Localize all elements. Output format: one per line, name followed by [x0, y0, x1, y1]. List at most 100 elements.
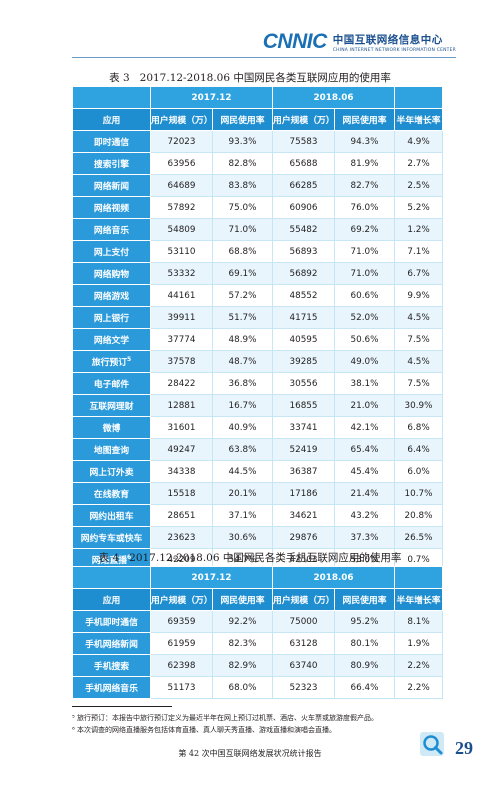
table3-group-header-row: 2017.12 2018.06 [72, 86, 444, 109]
value-cell: 65.4% [334, 438, 396, 461]
page-number: 29 [455, 738, 473, 758]
value-cell: 48.9% [211, 328, 274, 351]
table-row: 手机网络音乐 51173 68.0% 52323 66.4% 2.2% [72, 676, 444, 699]
value-cell: 45.4% [334, 460, 396, 483]
value-cell: 71.0% [334, 240, 396, 263]
value-cell: 49247 [150, 438, 213, 461]
app-name: 网络新闻 [93, 182, 130, 192]
logo-chinese-name: 中国互联网络信息中心 [332, 33, 443, 46]
value-cell: 94.3% [334, 130, 396, 153]
value-cell: 95.2% [334, 610, 396, 633]
value-cell: 7.1% [394, 240, 444, 263]
table3-column-header-row: 应用 用户规模（万） 网民使用率 用户规模（万） 网民使用率 半年增长率 [72, 108, 444, 131]
app-name: 网约专车或快车 [80, 534, 143, 544]
table-row: 互联网理财 12881 16.7% 16855 21.0% 30.9% [72, 394, 444, 417]
value-cell: 50.6% [334, 328, 396, 351]
value-cell: 40595 [272, 328, 336, 351]
table3-title: 2017.12-2018.06 中国网民各类互联网应用的使用率 [139, 72, 391, 84]
value-cell: 16.7% [211, 394, 274, 417]
value-cell: 55482 [272, 218, 336, 241]
table3: 2017.12 2018.06 应用 用户规模（万） 网民使用率 用户规模（万）… [72, 86, 444, 593]
value-cell: 30.9% [394, 394, 444, 417]
footnote-5: ⁵ 旅行预订：本报告中旅行预订定义为最近半年在网上预订过机票、酒店、火车票或旅游… [72, 714, 379, 722]
value-cell: 39285 [272, 350, 336, 373]
table-row: 微博 31601 40.9% 33741 42.1% 6.8% [72, 416, 444, 439]
value-cell: 76.0% [334, 196, 396, 219]
logo-text: 中国互联网络信息中心 CHINA INTERNET NETWORK INFORM… [333, 32, 456, 53]
app-name: 手机网络新闻 [85, 640, 138, 650]
value-cell: 61959 [150, 632, 213, 655]
value-cell: 63128 [272, 632, 336, 655]
value-cell: 34621 [272, 504, 336, 527]
value-cell: 48552 [272, 284, 336, 307]
value-cell: 75000 [272, 610, 336, 633]
column-header: 网民使用率 [334, 588, 396, 611]
table3-corner-cell [72, 86, 151, 109]
app-name: 手机搜索 [93, 662, 130, 672]
value-cell: 93.3% [211, 130, 274, 153]
value-cell: 10.7% [394, 482, 444, 505]
table-row: 网络购物 53332 69.1% 56892 71.0% 6.7% [72, 262, 444, 285]
table4-corner-cell-right [394, 566, 444, 589]
value-cell: 52419 [272, 438, 336, 461]
value-cell: 71.0% [334, 262, 396, 285]
value-cell: 20.1% [211, 482, 274, 505]
value-cell: 57.2% [211, 284, 274, 307]
table3-group-2017: 2017.12 [149, 86, 274, 109]
value-cell: 56893 [272, 240, 336, 263]
table4-body: 手机即时通信 69359 92.2% 75000 95.2% 8.1% 手机网络新闻 6195… [72, 610, 444, 699]
app-name-cell: 搜索引擎 [72, 152, 151, 175]
value-cell: 82.3% [211, 632, 274, 655]
column-header: 用户规模（万） [272, 108, 336, 131]
value-cell: 20.8% [394, 504, 444, 527]
value-cell: 7.5% [394, 372, 444, 395]
value-cell: 42209 [150, 548, 213, 571]
table4-caption: 表 4 2017.12-2018.06 中国网民各类手机互联网应用的使用率 [0, 550, 500, 565]
table-row: 在线教育 15518 20.1% 17186 21.4% 10.7% [72, 482, 444, 505]
column-header: 应用 [72, 588, 151, 611]
app-name: 网络视频 [93, 204, 130, 214]
table-row: 网络新闻 64689 83.8% 66285 82.7% 2.5% [72, 174, 444, 197]
value-cell: 36.8% [211, 372, 274, 395]
app-name: 地图查询 [93, 446, 130, 456]
value-cell: 69.2% [334, 218, 396, 241]
footnote-6: ⁶ 本次调查的网络直播服务包括体育直播、真人聊天秀直播、游戏直播和演唱会直播。 [72, 726, 337, 734]
table4-group-2017: 2017.12 [149, 566, 274, 589]
table-row: 网络视频 57892 75.0% 60906 76.0% 5.2% [72, 196, 444, 219]
value-cell: 63956 [150, 152, 213, 175]
value-cell: 16855 [272, 394, 336, 417]
value-cell: 21.4% [334, 482, 396, 505]
app-name-cell: 互联网理财 [72, 394, 151, 417]
value-cell: 29876 [272, 526, 336, 549]
value-cell: 53110 [150, 240, 213, 263]
value-cell: 66.4% [334, 676, 396, 699]
column-header: 用户规模（万） [150, 108, 213, 131]
value-cell: 71.0% [211, 218, 274, 241]
report-header: CNNIC 中国互联网络信息中心 CHINA INTERNET NETWORK … [263, 30, 456, 54]
table-row: 手机网络新闻 61959 82.3% 63128 80.1% 1.9% [72, 632, 444, 655]
value-cell: 44.5% [211, 460, 274, 483]
value-cell: 37774 [150, 328, 213, 351]
value-cell: 6.4% [394, 438, 444, 461]
value-cell: 40.9% [211, 416, 274, 439]
value-cell: 63.8% [211, 438, 274, 461]
value-cell: 43.2% [334, 504, 396, 527]
value-cell: 5.2% [394, 196, 444, 219]
app-name: 网络购物 [93, 270, 130, 280]
value-cell: 8.1% [394, 610, 444, 633]
value-cell: 30556 [272, 372, 336, 395]
app-name: 搜索引擎 [93, 160, 130, 170]
table-row: 手机搜索 62398 82.9% 63740 80.9% 2.2% [72, 654, 444, 677]
value-cell: 60906 [272, 196, 336, 219]
value-cell: 92.2% [211, 610, 274, 633]
app-name-cell: 网上支付 [72, 240, 151, 263]
value-cell: 83.8% [211, 174, 274, 197]
value-cell: 36387 [272, 460, 336, 483]
value-cell: 52.0% [334, 306, 396, 329]
app-name-cell: 网约专车或快车 [72, 526, 151, 549]
app-name-cell: 手机网络新闻 [72, 632, 151, 655]
value-cell: 66285 [272, 174, 336, 197]
table4-group-2018: 2018.06 [272, 566, 396, 589]
table4-group-header-row: 2017.12 2018.06 [72, 566, 444, 589]
value-cell: 34338 [150, 460, 213, 483]
